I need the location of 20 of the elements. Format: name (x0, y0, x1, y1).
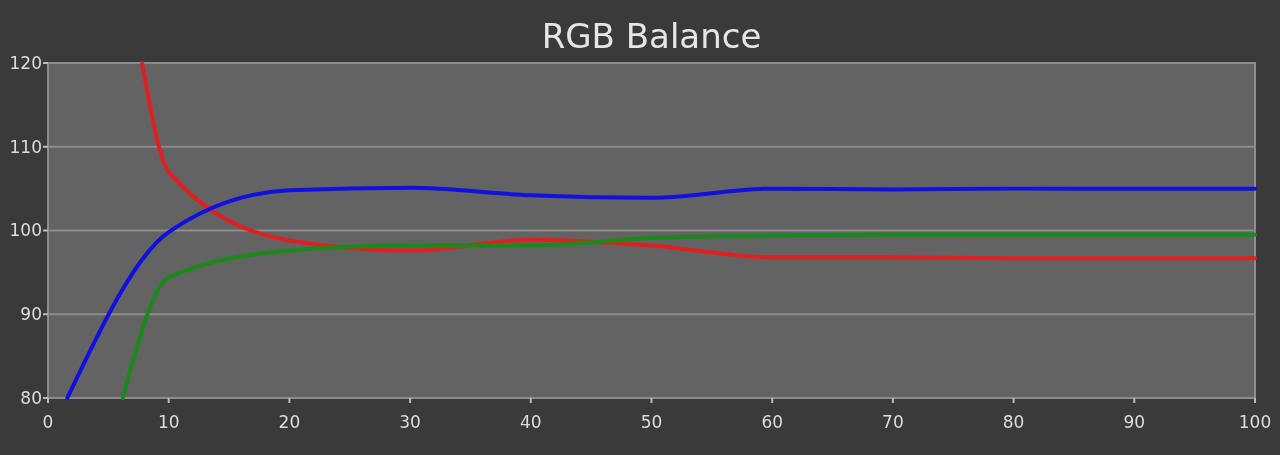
x-tick-label: 80 (1002, 412, 1025, 432)
x-tick-label: 50 (640, 412, 663, 432)
x-tick-label: 0 (42, 412, 54, 432)
x-tick-label: 100 (1238, 412, 1272, 432)
line-series (140, 61, 1257, 261)
x-tick-label: 90 (1123, 412, 1146, 432)
line-series (65, 185, 1257, 400)
y-tick-label: 110 (9, 136, 42, 157)
x-tick-label: 70 (882, 412, 904, 432)
line-series (120, 232, 1257, 400)
x-tick-label: 40 (519, 412, 542, 432)
chart-title: RGB Balance (541, 16, 762, 56)
y-tick-label: 90 (20, 304, 42, 325)
y-tick-label: 120 (9, 52, 42, 73)
x-tick-label: 60 (761, 412, 784, 432)
x-tick-label: 10 (157, 412, 180, 432)
x-tick-label: 30 (399, 412, 421, 432)
x-tick-label: 20 (278, 412, 301, 432)
y-tick-label: 100 (9, 220, 42, 241)
y-tick-label: 80 (20, 387, 42, 408)
